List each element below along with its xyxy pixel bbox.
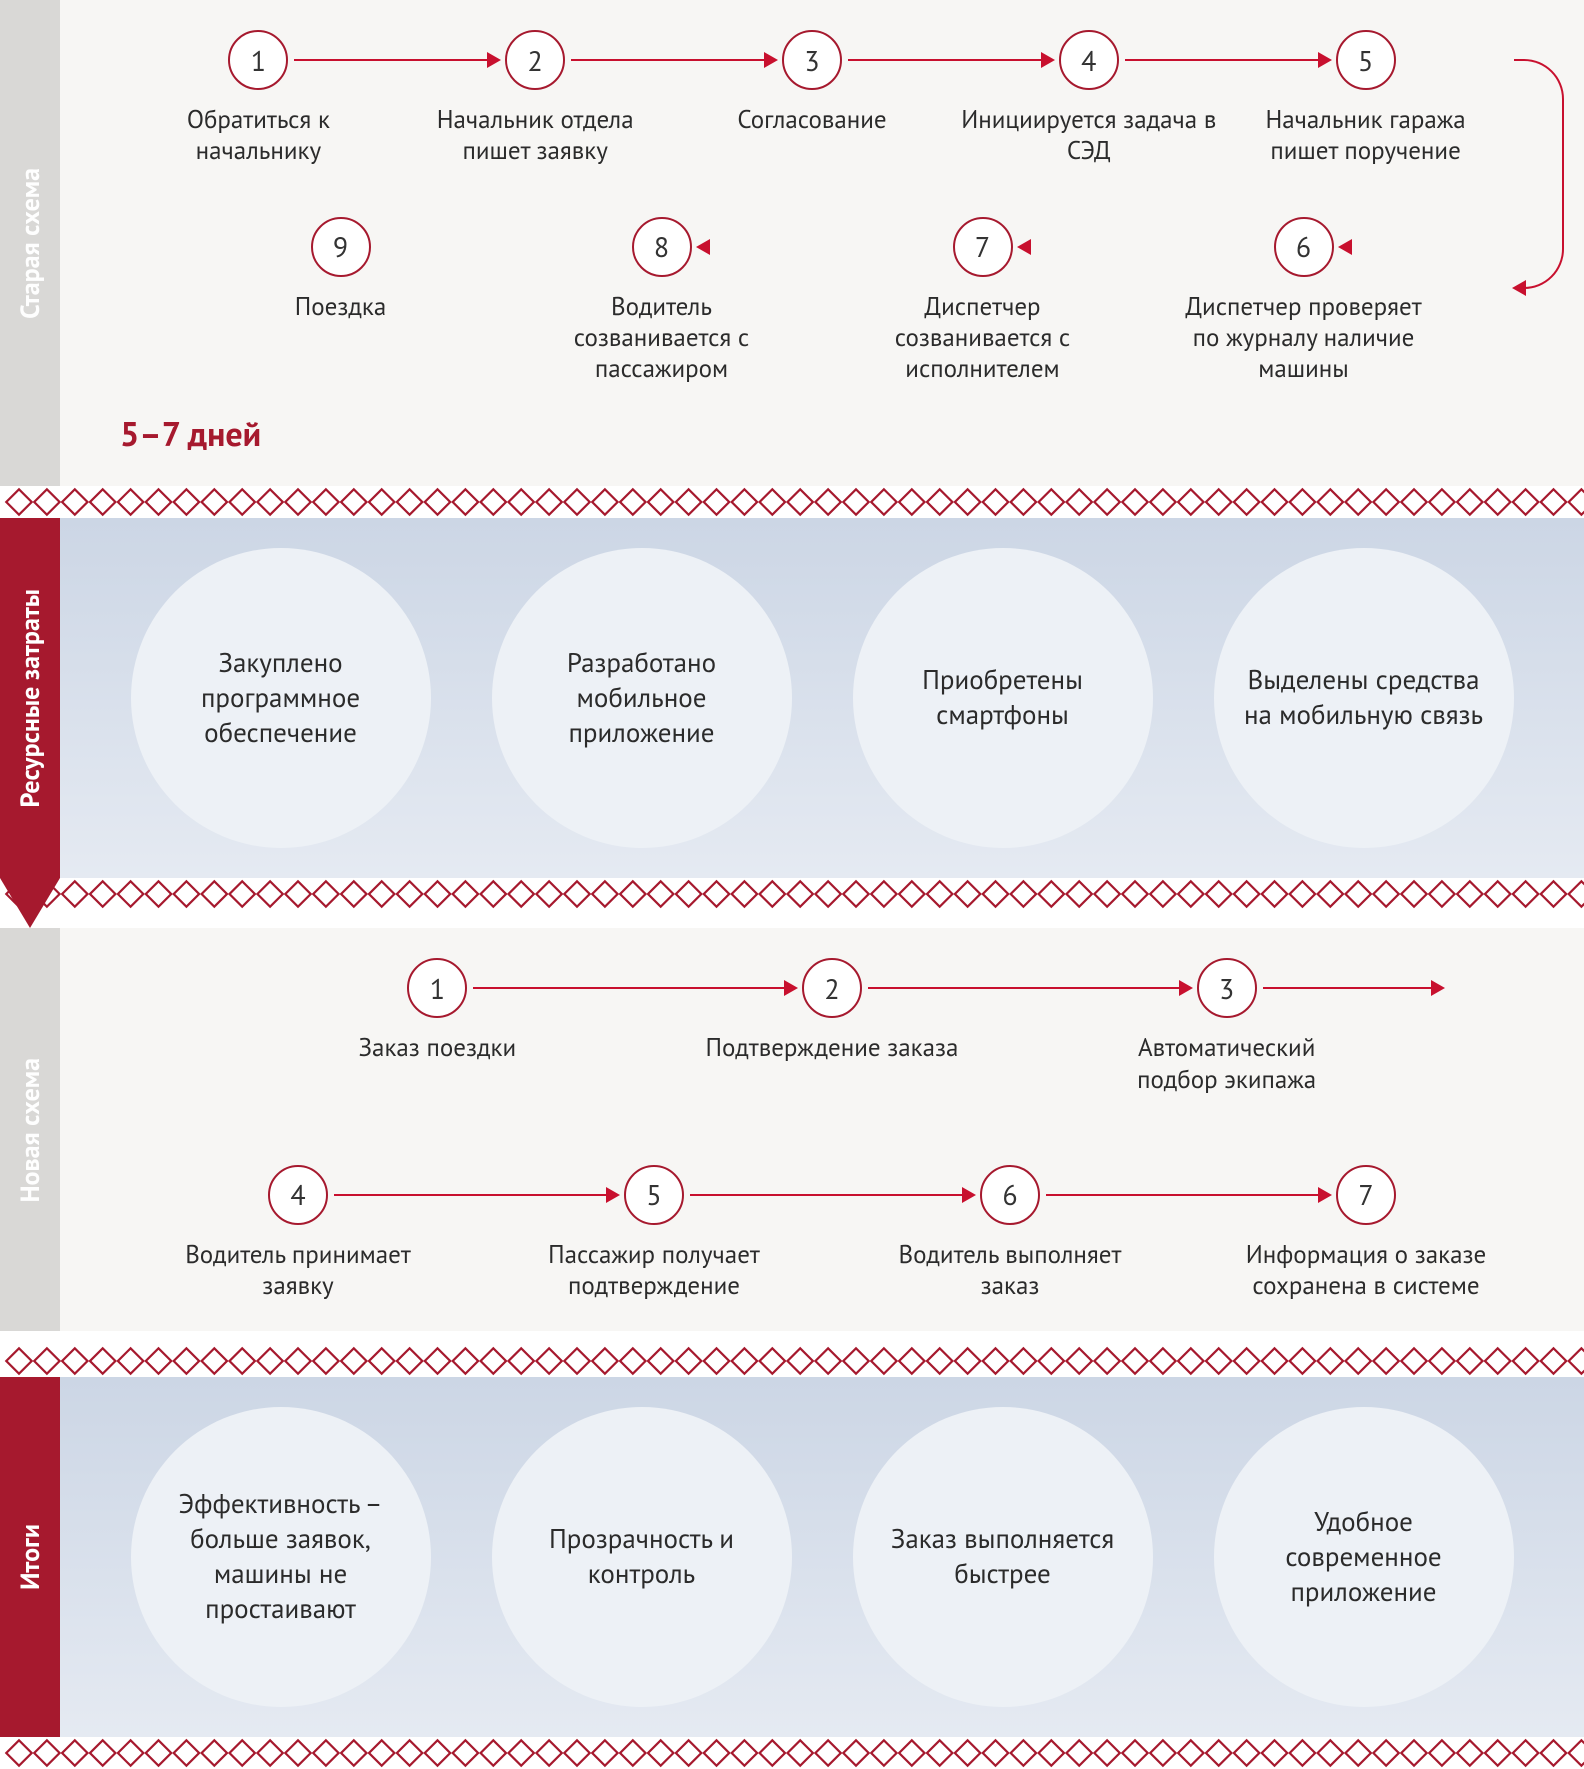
step-number-circle: 9 xyxy=(311,217,371,277)
results-label-text: Итоги xyxy=(14,1524,47,1590)
info-bubble: Эффективность – больше заявок, машины не… xyxy=(131,1407,431,1707)
step-caption: Согласование xyxy=(737,104,886,135)
resources-section: Ресурсные затраты Закуплено программное … xyxy=(0,518,1584,878)
flow-step: 5 Пассажир получает подтверждение xyxy=(476,1165,832,1302)
step-caption: Пассажир получает подтверждение xyxy=(524,1239,784,1302)
flow-step: 8 Водитель созванивается с пассажиром xyxy=(501,217,822,385)
ornament-divider xyxy=(0,1737,1584,1769)
flow-arrow xyxy=(868,987,1191,989)
results-body: Эффективность – больше заявок, машины не… xyxy=(60,1377,1584,1737)
step-caption: Информация о заказе сохранена в системе xyxy=(1236,1239,1496,1302)
step-caption: Начальник гаража пишет поручение xyxy=(1236,104,1496,167)
flow-step: 7 Информация о заказе сохранена в системе xyxy=(1188,1165,1544,1302)
flow-arrow xyxy=(848,59,1053,61)
step-caption: Диспетчер созванивается с исполнителем xyxy=(853,291,1113,385)
flow-arrow xyxy=(571,59,776,61)
step-caption: Поездка xyxy=(295,291,386,322)
step-number-circle: 6 xyxy=(1274,217,1334,277)
flow-step: 6 Диспетчер проверяет по журналу наличие … xyxy=(1143,217,1464,385)
flow-step: 4 Водитель принимает заявку xyxy=(120,1165,476,1302)
step-caption: Начальник отдела пишет заявку xyxy=(405,104,665,167)
info-bubble: Закуплено программное обеспечение xyxy=(131,548,431,848)
info-bubble: Заказ выполняется быстрее xyxy=(853,1407,1153,1707)
step-number-circle: 4 xyxy=(268,1165,328,1225)
flow-step: 2 Начальник отдела пишет заявку xyxy=(397,30,674,167)
down-arrow-icon xyxy=(0,878,60,928)
info-bubble: Приобретены смартфоны xyxy=(853,548,1153,848)
flow-step: 2 Подтверждение заказа xyxy=(635,958,1030,1063)
flow-arrow xyxy=(334,1194,618,1196)
new-scheme-row-1: 1 Заказ поездки 2 Подтверждение заказа 3 Авто… xyxy=(120,958,1544,1095)
flow-arrow xyxy=(690,1194,974,1196)
step-caption: Автоматический подбор экипажа xyxy=(1097,1032,1357,1095)
flow-step: 9 Поездка xyxy=(180,217,501,322)
step-number-circle: 3 xyxy=(1197,958,1257,1018)
resources-body: Закуплено программное обеспечениеРазрабо… xyxy=(60,518,1584,878)
resources-label-text: Ресурсные затраты xyxy=(14,589,47,808)
flow-step: 1 Заказ поездки xyxy=(240,958,635,1063)
new-scheme-body: 1 Заказ поездки 2 Подтверждение заказа 3 Авто… xyxy=(60,928,1584,1331)
ornament-divider xyxy=(0,1345,1584,1377)
results-section: Итоги Эффективность – больше заявок, маш… xyxy=(0,1377,1584,1737)
ornament-divider xyxy=(0,486,1584,518)
step-number-circle: 7 xyxy=(953,217,1013,277)
wrap-connector xyxy=(1514,59,1564,289)
step-number-circle: 3 xyxy=(782,30,842,90)
flow-step: 3 Согласование xyxy=(674,30,951,135)
step-number-circle: 6 xyxy=(980,1165,1040,1225)
info-bubble: Прозрачность и контроль xyxy=(492,1407,792,1707)
flow-arrow xyxy=(473,987,796,989)
flow-step: 1 Обратиться к начальнику xyxy=(120,30,397,167)
step-number-circle: 5 xyxy=(1336,30,1396,90)
flow-step: 7 Диспетчер созванивается с исполнителем xyxy=(822,217,1143,385)
info-bubble: Выделены средства на мобильную связь xyxy=(1214,548,1514,848)
new-scheme-section: Новая схема 1 Заказ поездки 2 Подтверждение… xyxy=(0,928,1584,1331)
old-scheme-duration: 5–7 дней xyxy=(120,412,1504,456)
flow-arrow xyxy=(1125,59,1330,61)
step-number-circle: 7 xyxy=(1336,1165,1396,1225)
new-scheme-label-text: Новая схема xyxy=(14,1058,47,1202)
ornament-divider xyxy=(0,878,1584,910)
step-caption: Водитель принимает заявку xyxy=(168,1239,428,1302)
old-scheme-row-1: 1 Обратиться к начальнику 2 Начальник отдел… xyxy=(120,30,1504,167)
step-caption: Обратиться к начальнику xyxy=(128,104,388,167)
results-side-label: Итоги xyxy=(0,1377,60,1737)
flow-arrow xyxy=(1046,1194,1330,1196)
step-caption: Инициируется задача в СЭД xyxy=(959,104,1219,167)
old-scheme-row-2: 9 Поездка 8 Водитель созванивается с пассаж… xyxy=(120,217,1504,385)
step-caption: Диспетчер проверяет по журналу наличие м… xyxy=(1174,291,1434,385)
old-scheme-side-label: Старая схема xyxy=(0,0,60,486)
step-number-circle: 2 xyxy=(505,30,565,90)
flow-step: 5 Начальник гаража пишет поручение xyxy=(1227,30,1504,167)
step-number-circle: 8 xyxy=(632,217,692,277)
old-scheme-label-text: Старая схема xyxy=(14,168,47,319)
new-scheme-side-label: Новая схема xyxy=(0,928,60,1331)
step-number-circle: 2 xyxy=(802,958,862,1018)
step-caption: Подтверждение заказа xyxy=(706,1032,959,1063)
step-number-circle: 1 xyxy=(407,958,467,1018)
step-number-circle: 4 xyxy=(1059,30,1119,90)
flow-step: 3 Автоматический подбор экипажа xyxy=(1029,958,1424,1095)
info-bubble: Разработано мобильное приложение xyxy=(492,548,792,848)
new-scheme-row-2: 4 Водитель принимает заявку 5 Пассажир полу… xyxy=(120,1165,1544,1302)
step-caption: Заказ поездки xyxy=(359,1032,517,1063)
flow-arrow xyxy=(1263,987,1443,989)
info-bubble: Удобное современное приложение xyxy=(1214,1407,1514,1707)
step-number-circle: 1 xyxy=(228,30,288,90)
flow-arrow xyxy=(294,59,499,61)
step-number-circle: 5 xyxy=(624,1165,684,1225)
step-caption: Водитель созванивается с пассажиром xyxy=(532,291,792,385)
old-scheme-body: 1 Обратиться к начальнику 2 Начальник отдел… xyxy=(60,0,1584,486)
step-caption: Водитель выполняет заказ xyxy=(880,1239,1140,1302)
old-scheme-section: Старая схема 1 Обратиться к начальнику 2 На… xyxy=(0,0,1584,486)
flow-step: 4 Инициируется задача в СЭД xyxy=(950,30,1227,167)
flow-step: 6 Водитель выполняет заказ xyxy=(832,1165,1188,1302)
resources-side-label: Ресурсные затраты xyxy=(0,518,60,878)
